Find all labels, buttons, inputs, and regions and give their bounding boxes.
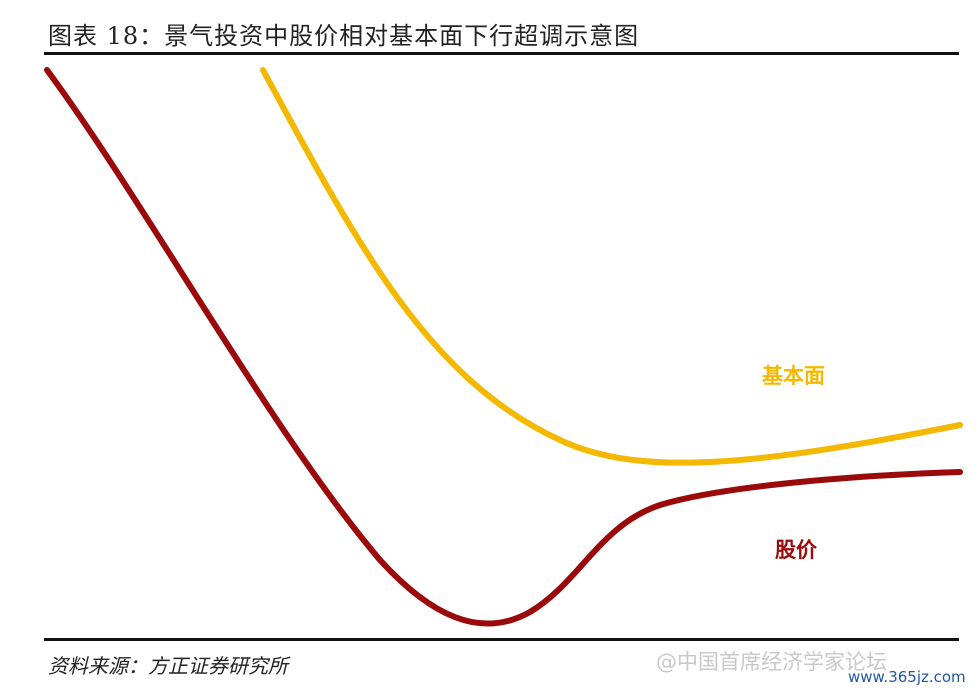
price-label: 股价 [775,538,817,562]
figure-title: 图表 18：景气投资中股价相对基本面下行超调示意图 [48,22,640,50]
watermark-text: @中国首席经济学家论坛 [656,650,887,674]
source-note: 资料来源：方正证券研究所 [48,654,288,678]
price-curve [44,67,963,627]
watermark-url: www.365jz.com [848,668,966,686]
fundamentals-label: 基本面 [762,364,825,388]
fundamentals-curve [260,67,963,466]
top-rule [44,52,959,55]
bottom-rule [44,638,959,641]
